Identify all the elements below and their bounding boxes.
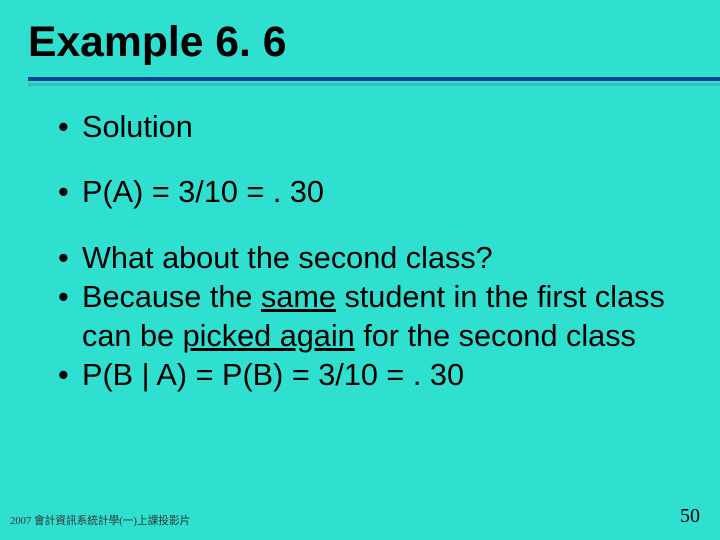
bullet-item: What about the second class? (58, 239, 680, 278)
slide-number: 50 (680, 505, 700, 528)
bullet-item: Because the same student in the first cl… (58, 278, 680, 357)
bullet-item: P(A) = 3/10 = . 30 (58, 173, 680, 212)
slide: Example 6. 6 Solution P(A) = 3/10 = . 30 W… (0, 0, 720, 540)
slide-body: Solution P(A) = 3/10 = . 30 What about the… (0, 86, 720, 396)
bullet-segment: for the second class (355, 319, 636, 353)
bullet-list: Solution P(A) = 3/10 = . 30 What about the… (58, 108, 680, 396)
slide-title: Example 6. 6 (28, 18, 720, 67)
bullet-segment: same (261, 280, 336, 314)
title-underline (28, 77, 720, 81)
bullet-segment: picked again (183, 319, 355, 353)
title-area: Example 6. 6 (0, 0, 720, 86)
bullet-item: Solution (58, 108, 680, 147)
bullet-item: P(B | A) = P(B) = 3/10 = . 30 (58, 356, 680, 395)
footer-left-text: 2007 會計資訊系統計學(一)上課投影片 (10, 513, 190, 528)
bullet-segment: Because the (82, 280, 261, 314)
